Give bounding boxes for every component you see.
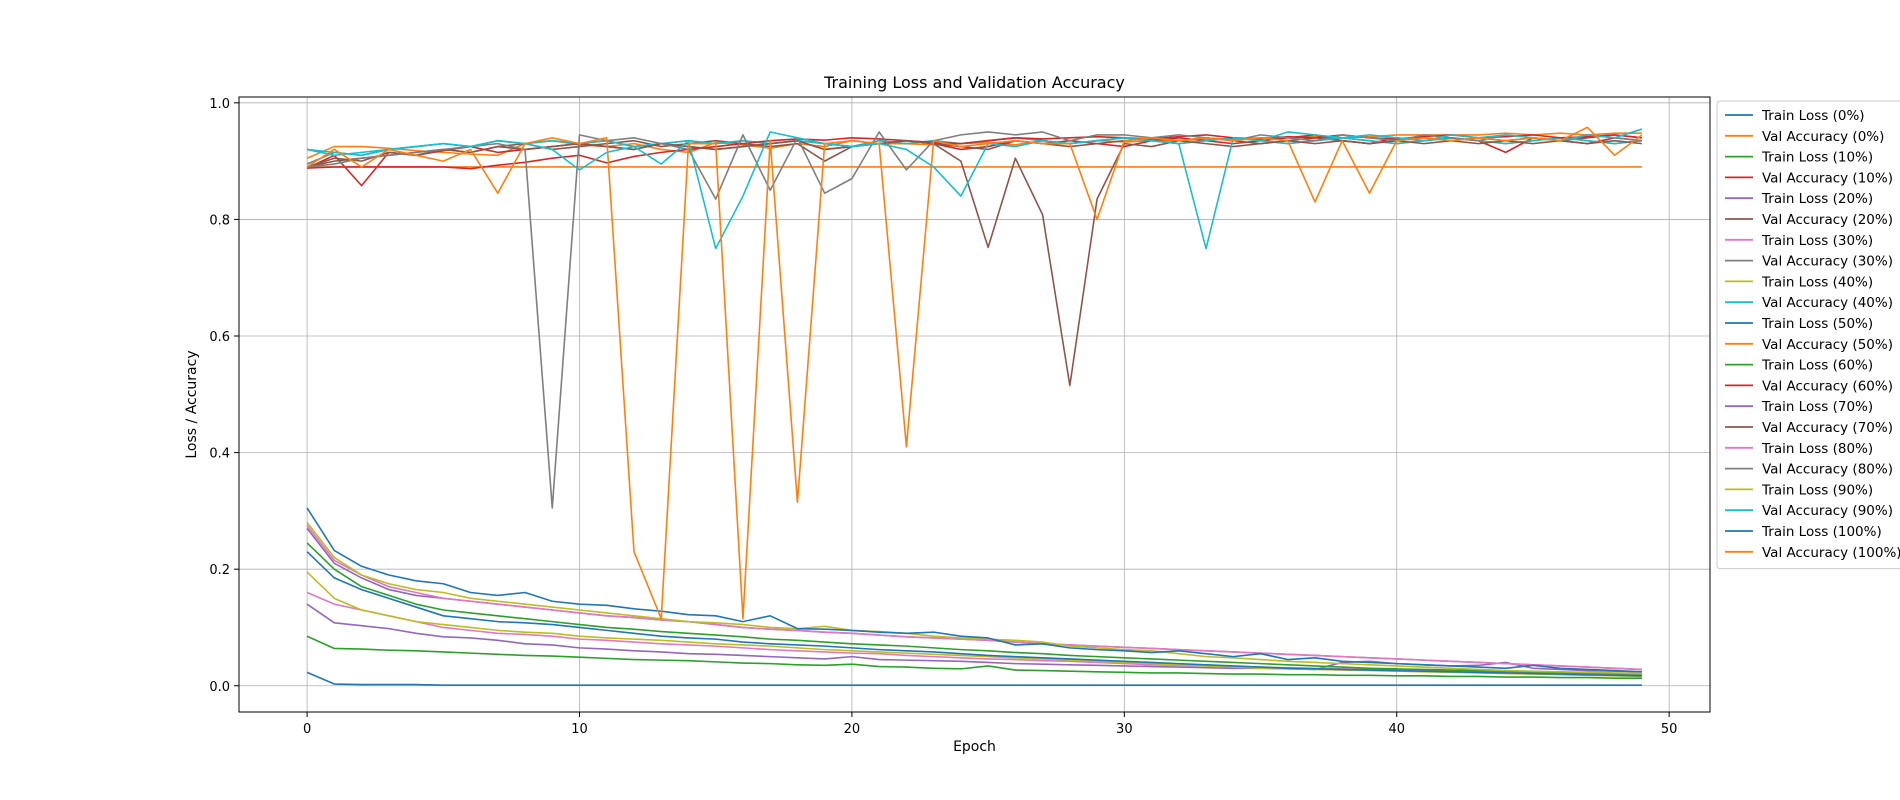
series-line [306, 635, 1642, 679]
legend-label: Val Accuracy (0%) [1762, 129, 1884, 145]
legend-label: Val Accuracy (10%) [1762, 170, 1893, 186]
legend-label: Train Loss (100%) [1761, 524, 1882, 540]
y-tick-label: 0.2 [209, 563, 230, 578]
legend: Train Loss (0%) Val Accuracy (0%) Train Lo… [1716, 100, 1900, 570]
y-tick-label: 0.6 [209, 330, 230, 345]
series-line [307, 128, 1643, 250]
legend-label: Train Loss (50%) [1761, 316, 1873, 332]
x-tick-label: 50 [1661, 722, 1678, 737]
x-tick-label: 30 [1116, 722, 1133, 737]
series-line [306, 671, 1642, 686]
legend-label: Train Loss (80%) [1761, 441, 1873, 457]
legend-label: Train Loss (40%) [1761, 274, 1873, 290]
y-tick-label: 0.0 [209, 680, 230, 695]
y-axis-label: Loss / Accuracy [184, 350, 200, 458]
y-tick-label: 0.4 [209, 447, 230, 462]
legend-box [1716, 100, 1900, 570]
legend-label: Val Accuracy (40%) [1762, 295, 1893, 311]
chart-title: Training Loss and Validation Accuracy [823, 73, 1125, 92]
x-axis-label: Epoch [953, 739, 996, 755]
x-tick-label: 40 [1388, 722, 1405, 737]
legend-label: Train Loss (90%) [1761, 482, 1873, 498]
legend-label: Train Loss (30%) [1761, 233, 1873, 249]
series-line [307, 131, 1642, 509]
series-line [306, 524, 1642, 671]
legend-label: Train Loss (70%) [1761, 399, 1873, 415]
plot-frame [238, 96, 1711, 713]
legend-label: Train Loss (0%) [1761, 108, 1865, 124]
y-tick-label: 1.0 [209, 97, 230, 112]
series-line [306, 139, 1642, 387]
series-lines [306, 126, 1643, 686]
legend-label: Val Accuracy (20%) [1762, 212, 1893, 228]
legend-label: Val Accuracy (50%) [1762, 337, 1893, 353]
series-line [306, 507, 1642, 673]
legend-label: Val Accuracy (60%) [1762, 378, 1893, 394]
series-line [306, 551, 1642, 677]
legend-label: Val Accuracy (80%) [1762, 462, 1893, 478]
series-line [307, 134, 1642, 170]
legend-label: Train Loss (20%) [1761, 191, 1873, 207]
y-axis: 0.0 0.2 0.4 0.6 0.8 1.0 [209, 97, 239, 695]
series-line [306, 542, 1642, 675]
series-line [306, 126, 1643, 620]
x-tick-label: 10 [571, 722, 588, 737]
legend-label: Val Accuracy (30%) [1762, 254, 1893, 270]
x-axis: 0 10 20 30 40 50 [303, 712, 1677, 737]
plot-area [239, 97, 1710, 712]
legend-label: Train Loss (60%) [1761, 358, 1873, 374]
legend-label: Val Accuracy (70%) [1762, 420, 1893, 436]
series-line [306, 522, 1642, 675]
legend-label: Val Accuracy (100%) [1762, 545, 1900, 561]
x-tick-label: 0 [303, 722, 311, 737]
legend-label: Train Loss (10%) [1761, 150, 1873, 166]
x-tick-label: 20 [844, 722, 861, 737]
legend-label: Val Accuracy (90%) [1762, 503, 1893, 519]
y-tick-label: 0.8 [209, 213, 230, 228]
